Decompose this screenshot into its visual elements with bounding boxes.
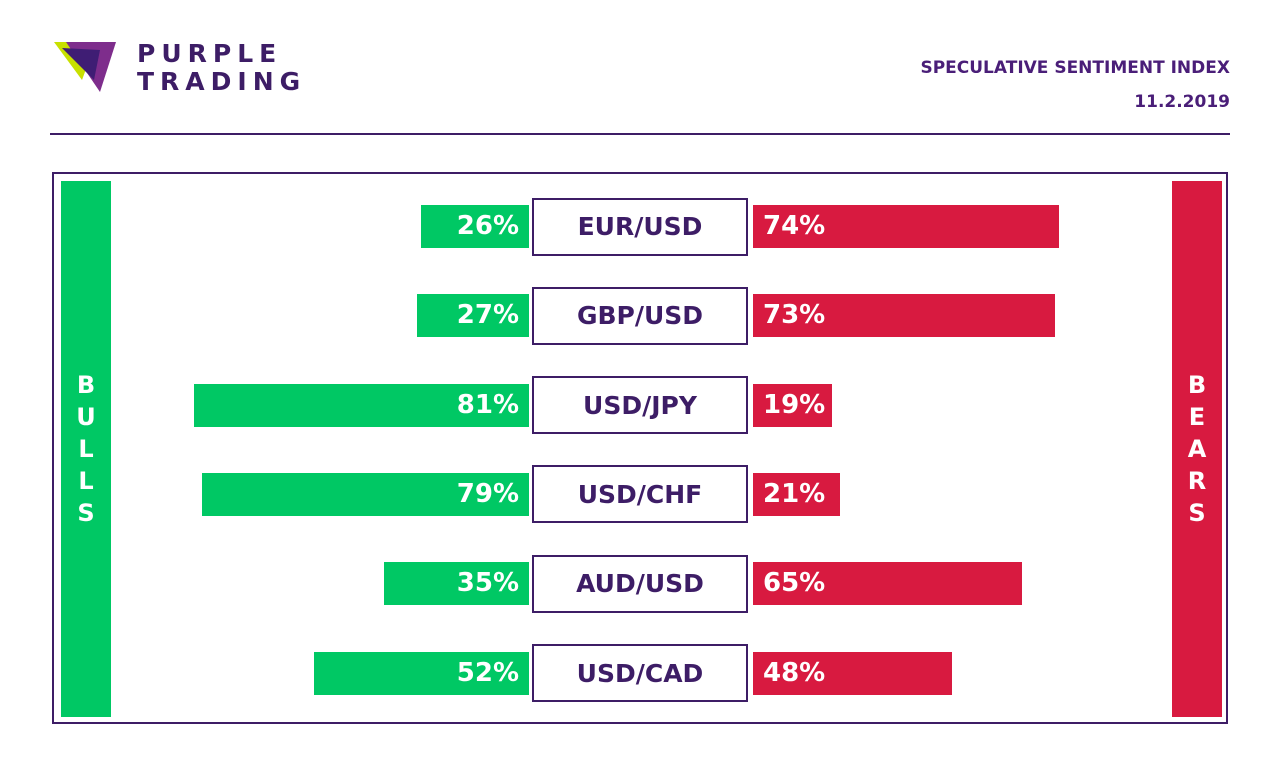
bulls-letter: S (77, 499, 95, 527)
bear-value-label: 74% (763, 211, 826, 241)
bull-value-label: 26% (456, 211, 519, 241)
bears-letter: S (1188, 499, 1206, 527)
bulls-letter: L (78, 467, 94, 495)
bull-value-label: 81% (456, 389, 519, 420)
purple-trading-logo: PURPLE TRADING (52, 40, 312, 100)
bears-letter: E (1188, 403, 1206, 431)
bull-bar (421, 205, 529, 248)
bear-bar (753, 383, 832, 427)
logo-line-2: TRADING (137, 67, 307, 96)
logo-mark-icon (54, 42, 116, 92)
currency-pair-label: USD/CAD (532, 644, 748, 702)
bear-bar (753, 205, 1060, 248)
header-divider (50, 133, 1230, 135)
logo-text: PURPLE TRADING (137, 40, 306, 96)
currency-pair-label: USD/JPY (532, 376, 748, 435)
bear-value-label: 65% (763, 568, 826, 599)
bull-value-label: 27% (456, 300, 519, 331)
bulls-letter: U (76, 403, 96, 431)
bull-bar (313, 651, 529, 695)
currency-pair-label: EUR/USD (532, 197, 748, 256)
chart-date: 11.2.2019 (1134, 92, 1230, 112)
bear-bar (753, 294, 1056, 338)
bear-value-label: 48% (763, 657, 826, 688)
chart-frame (52, 172, 1228, 724)
chart-title: SPECULATIVE SENTIMENT INDEX (920, 58, 1230, 78)
bull-value-label: 52% (456, 657, 519, 688)
bull-value-label: 79% (456, 478, 519, 509)
bear-bar (753, 562, 1023, 606)
bears-letter: R (1187, 467, 1207, 495)
bear-bar (753, 651, 952, 695)
bear-bar (753, 472, 840, 516)
bulls-letter: L (78, 435, 94, 463)
bull-bar (201, 472, 529, 516)
bull-bar (384, 562, 529, 606)
currency-pair-label: USD/CHF (532, 465, 748, 524)
bulls-letter: B (76, 371, 96, 399)
bear-value-label: 21% (763, 478, 826, 509)
bull-value-label: 35% (456, 568, 519, 599)
bull-bar (193, 383, 529, 427)
currency-pair-label: GBP/USD (532, 286, 748, 345)
bears-letter: B (1187, 371, 1207, 399)
logo-line-1: PURPLE (137, 39, 283, 68)
bull-bar (417, 294, 529, 338)
currency-pair-label: AUD/USD (532, 554, 748, 613)
bears-letter: A (1187, 435, 1207, 463)
bear-value-label: 19% (763, 389, 826, 420)
bear-value-label: 73% (763, 300, 826, 331)
